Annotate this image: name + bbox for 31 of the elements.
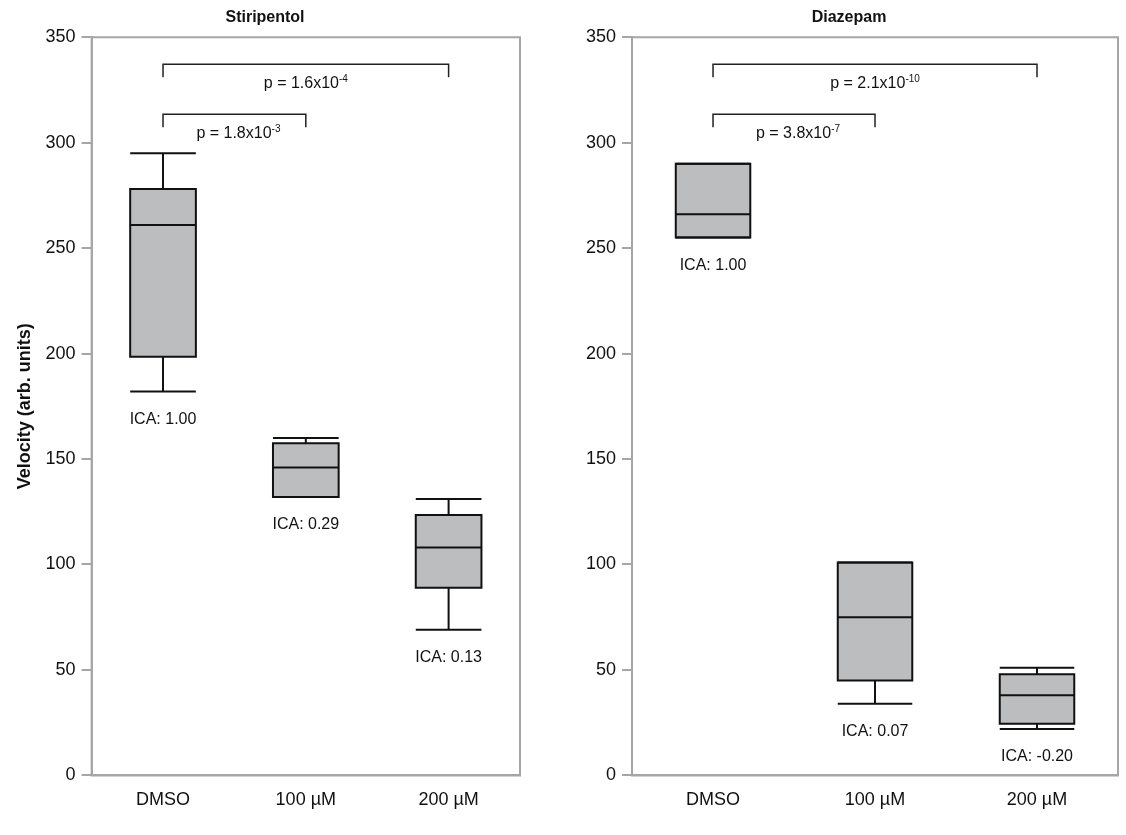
y-tick-label: 0 — [65, 764, 76, 785]
annotation: ICA: 0.07 — [841, 721, 909, 739]
y-tick-label: 200 — [45, 342, 76, 363]
x-tick-label: 100 µM — [844, 789, 906, 810]
x-tick-label: DMSO — [686, 789, 741, 810]
y-tick-label: 0 — [606, 764, 617, 785]
y-tick-label: 50 — [55, 658, 76, 679]
y-tick-label: 250 — [585, 237, 617, 258]
y-tick-label: 350 — [45, 26, 76, 47]
x-tick-label: 200 µM — [1006, 789, 1068, 810]
y-tick-label: 150 — [45, 448, 76, 468]
annotation: ICA: 0.13 — [415, 647, 483, 665]
chart-title: Diazepam — [811, 8, 887, 26]
y-axis-title: Velocity (arb. units) — [13, 323, 34, 490]
annotation: ICA: 1.00 — [129, 409, 197, 427]
y-tick-label: 100 — [585, 553, 617, 574]
x-tick-label: 200 µM — [418, 789, 479, 810]
y-tick-label: 350 — [585, 26, 617, 47]
y-tick-label: 200 — [585, 342, 617, 363]
y-tick-label: 50 — [596, 658, 617, 679]
annotation: ICA: 0.29 — [272, 514, 340, 532]
annotation: ICA: -0.20 — [1000, 747, 1074, 764]
y-tick-label: 100 — [45, 553, 76, 574]
y-tick-label: 300 — [585, 131, 617, 152]
y-tick-label: 250 — [45, 237, 76, 258]
y-tick-label: 300 — [45, 131, 76, 152]
x-tick-label: DMSO — [136, 789, 191, 810]
x-tick-label: 100 µM — [275, 789, 337, 810]
y-tick-label: 150 — [585, 448, 617, 468]
annotation: ICA: 1.00 — [679, 255, 747, 273]
chart-title: Stiripentol — [225, 8, 305, 26]
